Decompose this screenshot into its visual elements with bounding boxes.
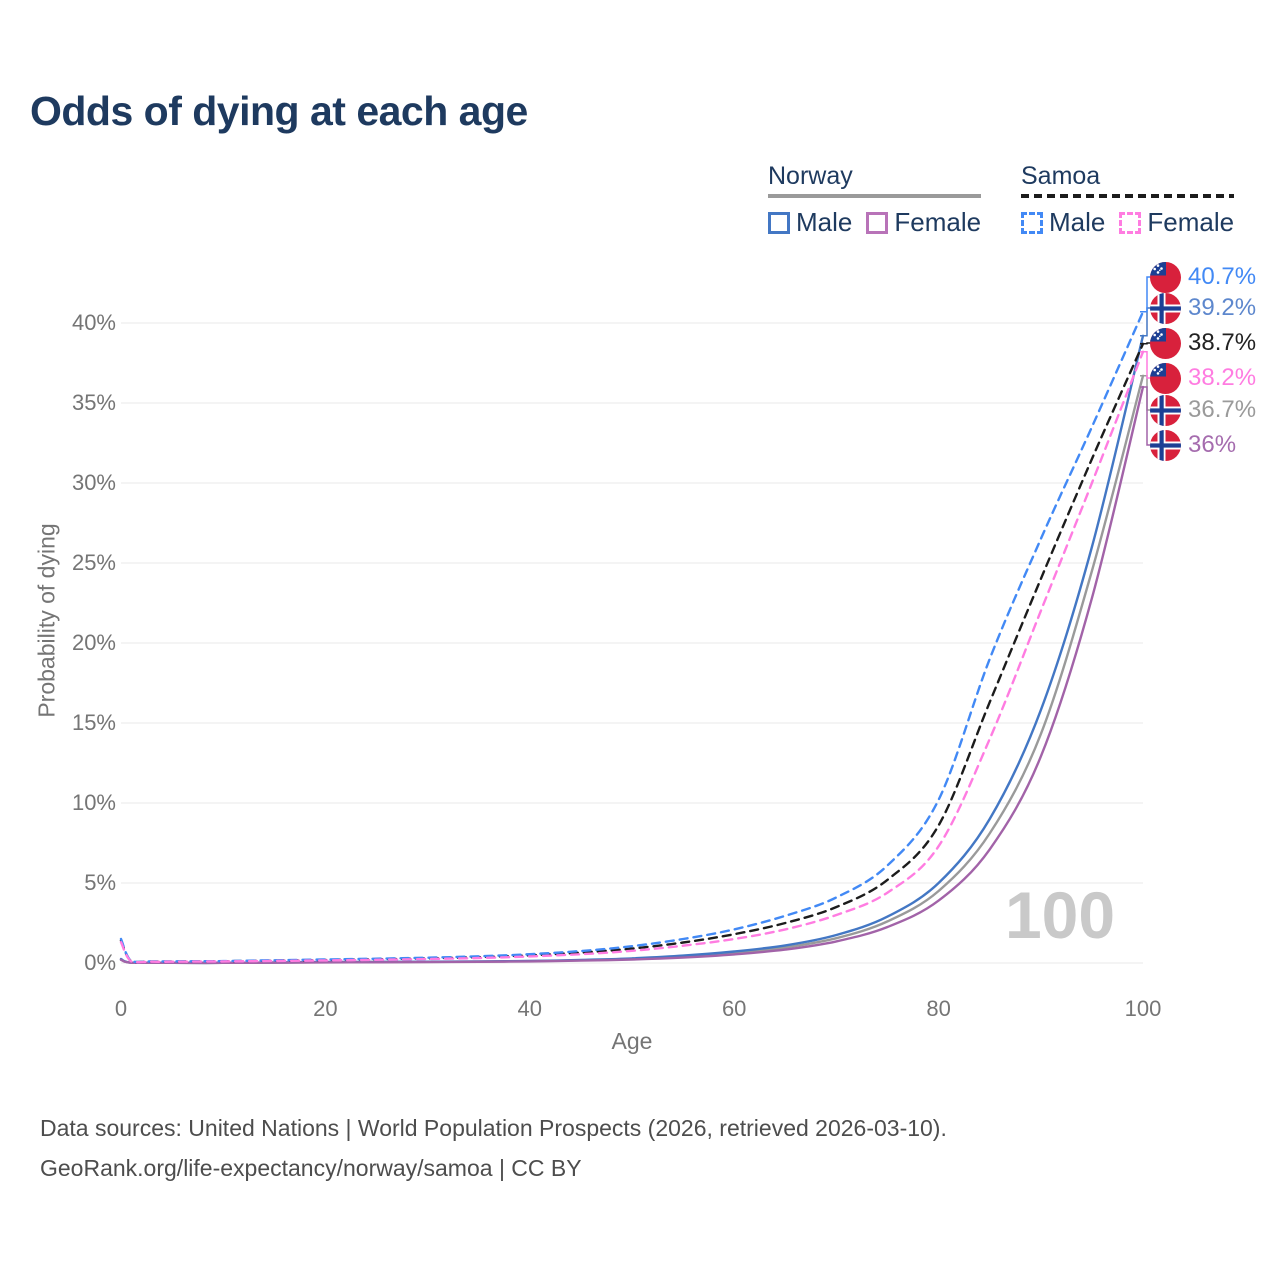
norway-flag-icon bbox=[1150, 292, 1181, 324]
y-tick-30%: 30% bbox=[71, 470, 116, 495]
end-label-samoa-total: 38.7% bbox=[1150, 327, 1257, 359]
line-samoa-male bbox=[119, 310, 1145, 964]
legend-country-label: Norway bbox=[768, 162, 853, 190]
y-tick-15%: 15% bbox=[71, 710, 116, 735]
norway-flag-icon bbox=[1150, 394, 1181, 426]
footer: Data sources: United Nations | World Pop… bbox=[40, 1108, 947, 1188]
end-label-value: 40.7% bbox=[1188, 263, 1257, 290]
y-tick-0%: 0% bbox=[84, 950, 116, 975]
x-tick-60: 60 bbox=[721, 996, 747, 1021]
x-tick-20: 20 bbox=[313, 996, 338, 1021]
y-tick-35%: 35% bbox=[71, 390, 116, 415]
end-label-norway-female: 36% bbox=[1150, 429, 1237, 461]
y-tick-10%: 10% bbox=[71, 790, 116, 815]
legend-item-label: Male bbox=[1049, 207, 1106, 237]
samoa-flag-icon bbox=[1150, 327, 1181, 359]
legend-country-linestyle-sample bbox=[768, 194, 982, 198]
x-axis-title: Age bbox=[611, 1028, 653, 1054]
legend-item-samoa-male[interactable]: Male bbox=[1021, 207, 1105, 238]
x-tick-40: 40 bbox=[517, 996, 543, 1021]
legend-swatch-icon bbox=[1021, 211, 1043, 234]
y-axis-title: Probability of dying bbox=[33, 523, 60, 718]
y-tick-25%: 25% bbox=[71, 550, 116, 575]
samoa-flag-icon bbox=[1150, 261, 1181, 293]
legend-item-label: Male bbox=[796, 207, 853, 237]
legend-item-norway-male[interactable]: Male bbox=[768, 207, 852, 238]
leader-line-norway-male bbox=[1140, 307, 1152, 337]
x-tick-100: 100 bbox=[1124, 996, 1162, 1021]
leader-line-samoa-total bbox=[1140, 342, 1152, 345]
legend-swatch-icon bbox=[866, 211, 889, 234]
norway-flag-icon bbox=[1150, 429, 1181, 461]
end-label-value: 39.2% bbox=[1188, 294, 1257, 321]
legend-swatch-icon bbox=[768, 211, 790, 234]
leader-line-norway-female bbox=[1140, 386, 1152, 446]
age-watermark: 100 bbox=[1004, 878, 1116, 952]
line-norway-total bbox=[119, 374, 1145, 965]
end-label-samoa-female: 38.2% bbox=[1150, 362, 1257, 394]
legend-group-samoa: Samoa Male Female bbox=[1021, 162, 1235, 238]
legend-item-norway-female[interactable]: Female bbox=[866, 207, 981, 238]
end-label-value: 38.2% bbox=[1188, 364, 1257, 391]
legend-swatch-icon bbox=[1119, 211, 1142, 234]
legend-country-label: Samoa bbox=[1021, 162, 1101, 190]
legend-item-label: Female bbox=[894, 207, 982, 237]
line-samoa-female bbox=[119, 350, 1145, 964]
chart-title: Odds of dying at each age bbox=[30, 88, 528, 134]
line-samoa-total bbox=[119, 342, 1145, 964]
end-label-norway-male: 39.2% bbox=[1150, 292, 1257, 324]
leader-line-samoa-female bbox=[1140, 351, 1152, 379]
y-tick-5%: 5% bbox=[84, 870, 116, 895]
line-norway-female bbox=[119, 385, 1145, 965]
y-tick-40%: 40% bbox=[71, 310, 116, 335]
leader-line-samoa-male bbox=[1140, 276, 1152, 313]
line-norway-male bbox=[119, 334, 1145, 965]
x-tick-0: 0 bbox=[114, 996, 128, 1021]
end-label-value: 38.7% bbox=[1188, 329, 1257, 356]
footer-attribution: GeoRank.org/life-expectancy/norway/samoa… bbox=[40, 1155, 582, 1181]
legend-item-label: Female bbox=[1147, 207, 1235, 237]
legend-group-norway: Norway Male Female bbox=[768, 162, 982, 238]
legend-country-linestyle-sample bbox=[1021, 194, 1235, 198]
legend-item-samoa-female[interactable]: Female bbox=[1119, 207, 1234, 238]
end-label-samoa-male: 40.7% bbox=[1150, 261, 1257, 293]
end-label-value: 36% bbox=[1188, 431, 1237, 458]
samoa-flag-icon bbox=[1150, 362, 1181, 394]
end-label-value: 36.7% bbox=[1188, 396, 1257, 423]
x-tick-80: 80 bbox=[926, 996, 951, 1021]
end-label-norway-total: 36.7% bbox=[1150, 394, 1257, 426]
y-tick-20%: 20% bbox=[71, 630, 116, 655]
footer-data-sources: Data sources: United Nations | World Pop… bbox=[40, 1115, 947, 1141]
